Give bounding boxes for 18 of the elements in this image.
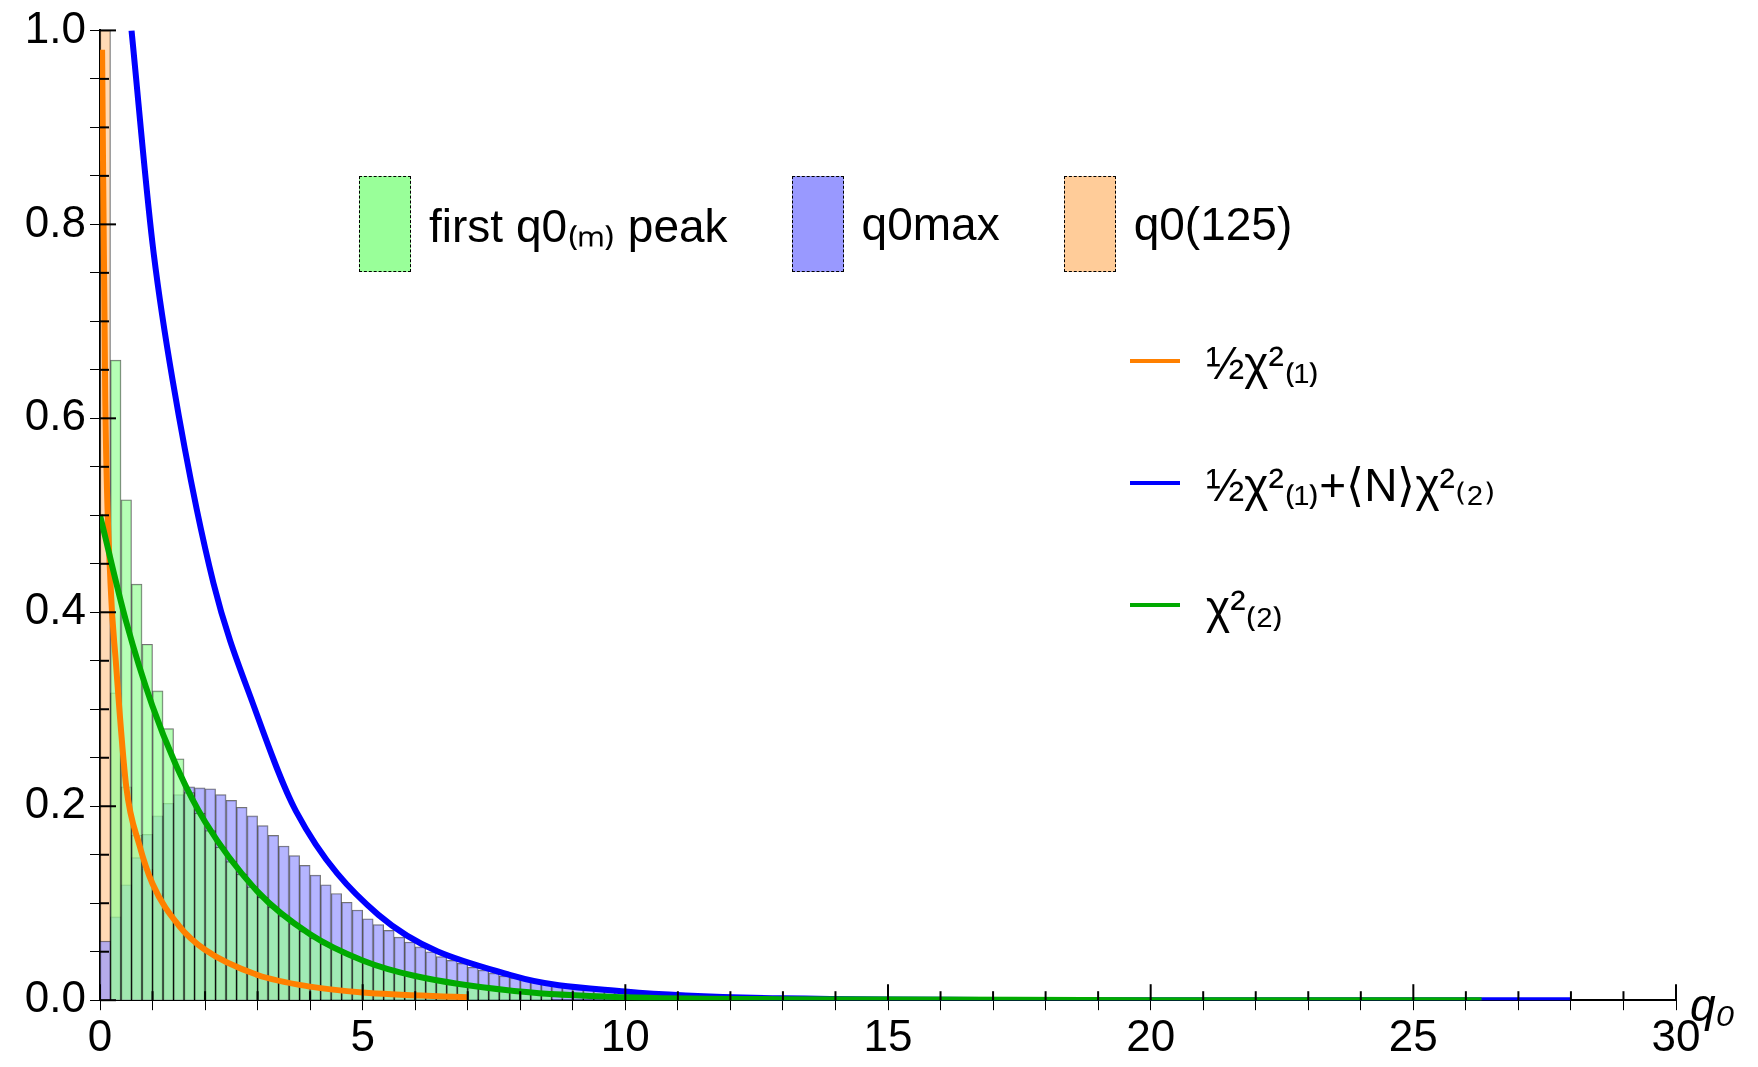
- y-tick-label: 0.0: [24, 972, 86, 1022]
- legend-label: ½χ²₍₁₎: [1206, 336, 1320, 391]
- legend-label: q0max: [861, 197, 1000, 251]
- x-tick-label: 25: [1388, 1010, 1438, 1060]
- legend-label: ½χ²₍₁₎+⟨N⟩χ²₍₂₎: [1206, 458, 1495, 513]
- y-tick-label: 0.4: [24, 584, 86, 634]
- x-tick-label: 5: [350, 1010, 375, 1060]
- y-tick-label: 1.0: [24, 2, 86, 52]
- y-tick-label: 0.2: [24, 778, 86, 828]
- x-tick-label: 20: [1126, 1010, 1176, 1060]
- x-tick-label: 10: [600, 1010, 650, 1060]
- y-tick-label: 0.8: [24, 196, 86, 246]
- legend-label: q0(125): [1133, 197, 1293, 251]
- y-tick-label: 0.6: [24, 390, 86, 440]
- x-tick-label: 0: [87, 1010, 113, 1060]
- legend-label: χ²₍₂₎: [1206, 580, 1284, 635]
- legend-label: first q0₍ₘ₎ peak: [429, 199, 728, 254]
- x-tick-label: 15: [863, 1010, 913, 1060]
